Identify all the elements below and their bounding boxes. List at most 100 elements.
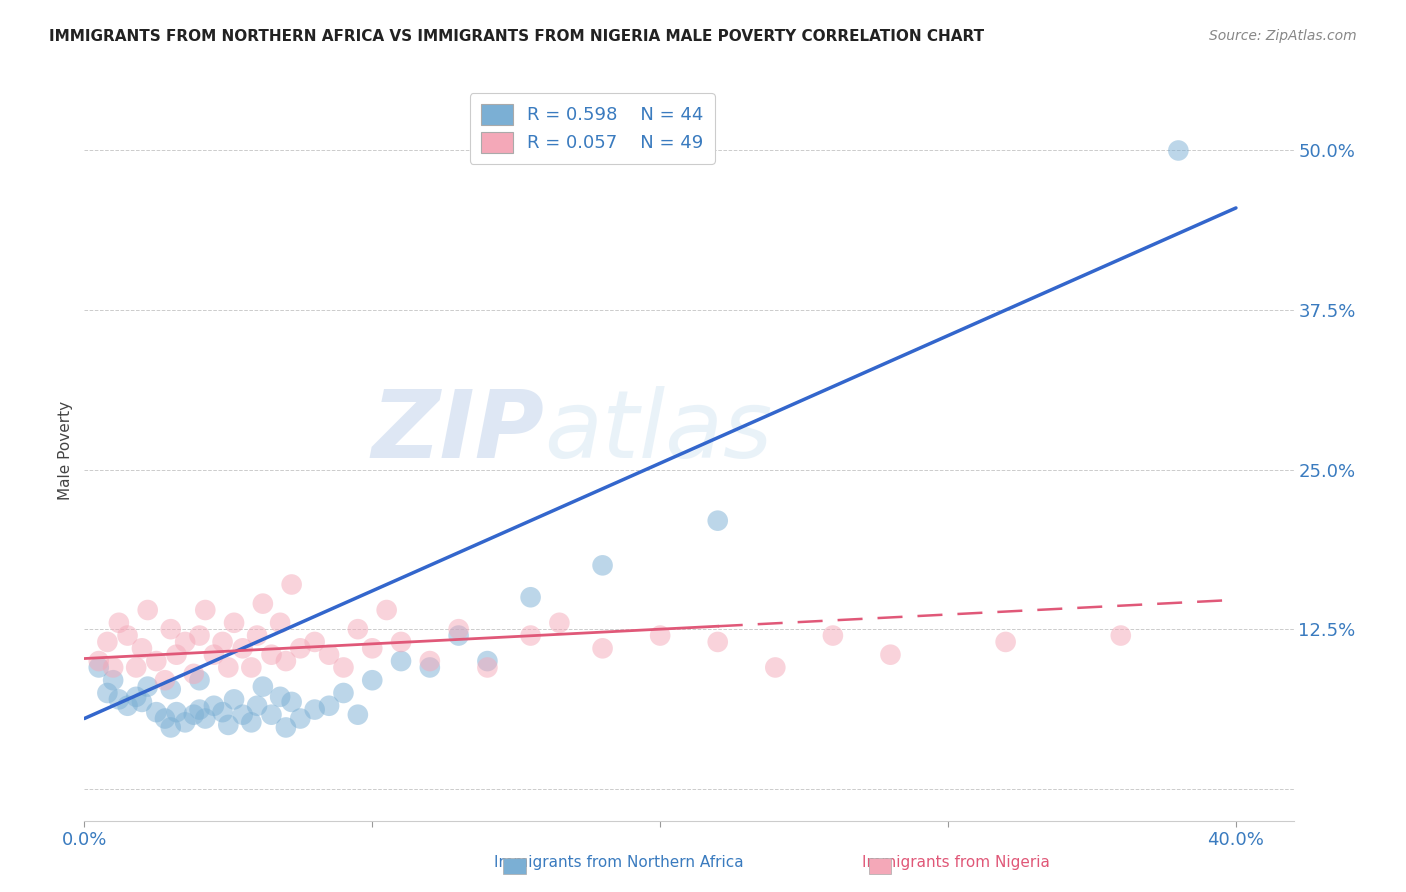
Point bbox=[117, 698, 139, 713]
Point bbox=[96, 635, 118, 649]
Point bbox=[188, 703, 211, 717]
Point bbox=[260, 707, 283, 722]
Point bbox=[447, 629, 470, 643]
Point bbox=[879, 648, 901, 662]
Point bbox=[166, 648, 188, 662]
Text: ZIP: ZIP bbox=[371, 386, 544, 478]
Point bbox=[1167, 144, 1189, 158]
Point bbox=[375, 603, 398, 617]
Point bbox=[763, 660, 786, 674]
Text: Immigrants from Nigeria: Immigrants from Nigeria bbox=[862, 855, 1050, 870]
Point bbox=[131, 695, 153, 709]
Point bbox=[821, 629, 844, 643]
Point bbox=[389, 654, 412, 668]
Point bbox=[290, 712, 312, 726]
Point bbox=[87, 660, 110, 674]
Point bbox=[332, 686, 354, 700]
Point bbox=[274, 721, 297, 735]
Point bbox=[318, 698, 340, 713]
Point bbox=[246, 629, 269, 643]
Point bbox=[136, 680, 159, 694]
Point bbox=[269, 690, 291, 704]
Point bbox=[519, 591, 541, 605]
Point bbox=[361, 673, 384, 688]
Point bbox=[519, 629, 541, 643]
Point bbox=[117, 629, 139, 643]
Text: atlas: atlas bbox=[544, 386, 772, 477]
Point bbox=[108, 615, 131, 630]
Point bbox=[994, 635, 1017, 649]
Point bbox=[318, 648, 340, 662]
Point bbox=[592, 558, 614, 573]
Point bbox=[211, 705, 233, 719]
Point bbox=[252, 597, 274, 611]
Text: Source: ZipAtlas.com: Source: ZipAtlas.com bbox=[1209, 29, 1357, 43]
Point bbox=[131, 641, 153, 656]
Point bbox=[447, 622, 470, 636]
Point bbox=[202, 698, 225, 713]
Point bbox=[280, 695, 302, 709]
Point bbox=[174, 635, 197, 649]
Point bbox=[361, 641, 384, 656]
Text: Immigrants from Northern Africa: Immigrants from Northern Africa bbox=[494, 855, 744, 870]
Point bbox=[222, 692, 245, 706]
Point bbox=[96, 686, 118, 700]
Point bbox=[290, 641, 312, 656]
Point bbox=[419, 654, 441, 668]
Point bbox=[125, 660, 148, 674]
Point bbox=[1109, 629, 1132, 643]
Point bbox=[304, 703, 326, 717]
Point bbox=[87, 654, 110, 668]
Point bbox=[252, 680, 274, 694]
Point bbox=[183, 707, 205, 722]
Point bbox=[174, 715, 197, 730]
Point bbox=[188, 673, 211, 688]
Point bbox=[332, 660, 354, 674]
Point bbox=[159, 682, 181, 697]
Point bbox=[159, 622, 181, 636]
Point bbox=[153, 712, 176, 726]
Point bbox=[477, 654, 499, 668]
Point bbox=[194, 712, 217, 726]
Point bbox=[274, 654, 297, 668]
Point bbox=[145, 705, 167, 719]
Point bbox=[202, 648, 225, 662]
Point bbox=[592, 641, 614, 656]
Point bbox=[222, 615, 245, 630]
Point bbox=[211, 635, 233, 649]
Y-axis label: Male Poverty: Male Poverty bbox=[58, 401, 73, 500]
Point bbox=[240, 660, 263, 674]
Point bbox=[153, 673, 176, 688]
Point bbox=[125, 690, 148, 704]
Point bbox=[217, 718, 239, 732]
Point bbox=[217, 660, 239, 674]
Point bbox=[246, 698, 269, 713]
Point bbox=[108, 692, 131, 706]
Point bbox=[194, 603, 217, 617]
Point bbox=[419, 660, 441, 674]
Point bbox=[347, 707, 370, 722]
Point bbox=[136, 603, 159, 617]
Text: IMMIGRANTS FROM NORTHERN AFRICA VS IMMIGRANTS FROM NIGERIA MALE POVERTY CORRELAT: IMMIGRANTS FROM NORTHERN AFRICA VS IMMIG… bbox=[49, 29, 984, 44]
Point bbox=[240, 715, 263, 730]
Point bbox=[101, 673, 124, 688]
Point bbox=[477, 660, 499, 674]
Point bbox=[389, 635, 412, 649]
Point bbox=[159, 721, 181, 735]
Point bbox=[260, 648, 283, 662]
Point bbox=[232, 641, 254, 656]
Point bbox=[304, 635, 326, 649]
Point bbox=[650, 629, 672, 643]
Point bbox=[706, 635, 728, 649]
Point bbox=[548, 615, 571, 630]
Point bbox=[280, 577, 302, 591]
Point bbox=[183, 666, 205, 681]
Point bbox=[232, 707, 254, 722]
Point bbox=[269, 615, 291, 630]
Point bbox=[101, 660, 124, 674]
Point bbox=[166, 705, 188, 719]
Point bbox=[347, 622, 370, 636]
Point bbox=[188, 629, 211, 643]
Point bbox=[706, 514, 728, 528]
Legend: R = 0.598    N = 44, R = 0.057    N = 49: R = 0.598 N = 44, R = 0.057 N = 49 bbox=[470, 93, 714, 163]
